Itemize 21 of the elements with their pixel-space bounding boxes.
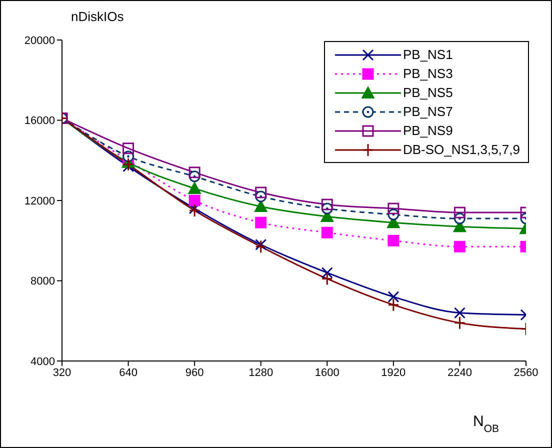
x-tick-label: 960	[185, 366, 204, 379]
chart-title: nDiskIOs	[71, 9, 124, 24]
x-tick-label: 1600	[314, 366, 340, 379]
y-tick-label: 20000	[24, 34, 55, 47]
y-tick-label: 12000	[24, 195, 55, 208]
legend-label: PB_NS1	[402, 47, 453, 62]
y-tick-label: 8000	[30, 276, 55, 288]
x-tick-label: 640	[119, 366, 138, 379]
x-tick-label: 2560	[514, 366, 538, 379]
x-tick-label: 320	[52, 366, 72, 379]
legend-label: DB-SO_NS1,3,5,7,9	[402, 142, 520, 157]
legend-label: PB_NS3	[402, 66, 453, 81]
x-tick-label: 2240	[447, 366, 472, 379]
x-axis-title: N$_{OB}$	[473, 413, 500, 435]
y-tick-label: 4000	[30, 356, 55, 368]
legend-label: PB_NS7	[402, 104, 453, 119]
x-tick-label: 1280	[248, 366, 274, 379]
y-tick-label: 16000	[24, 115, 55, 128]
legend-label: PB_NS9	[402, 123, 453, 138]
x-tick-label: 1920	[381, 366, 406, 379]
legend-label: PB_NS5	[402, 85, 453, 100]
